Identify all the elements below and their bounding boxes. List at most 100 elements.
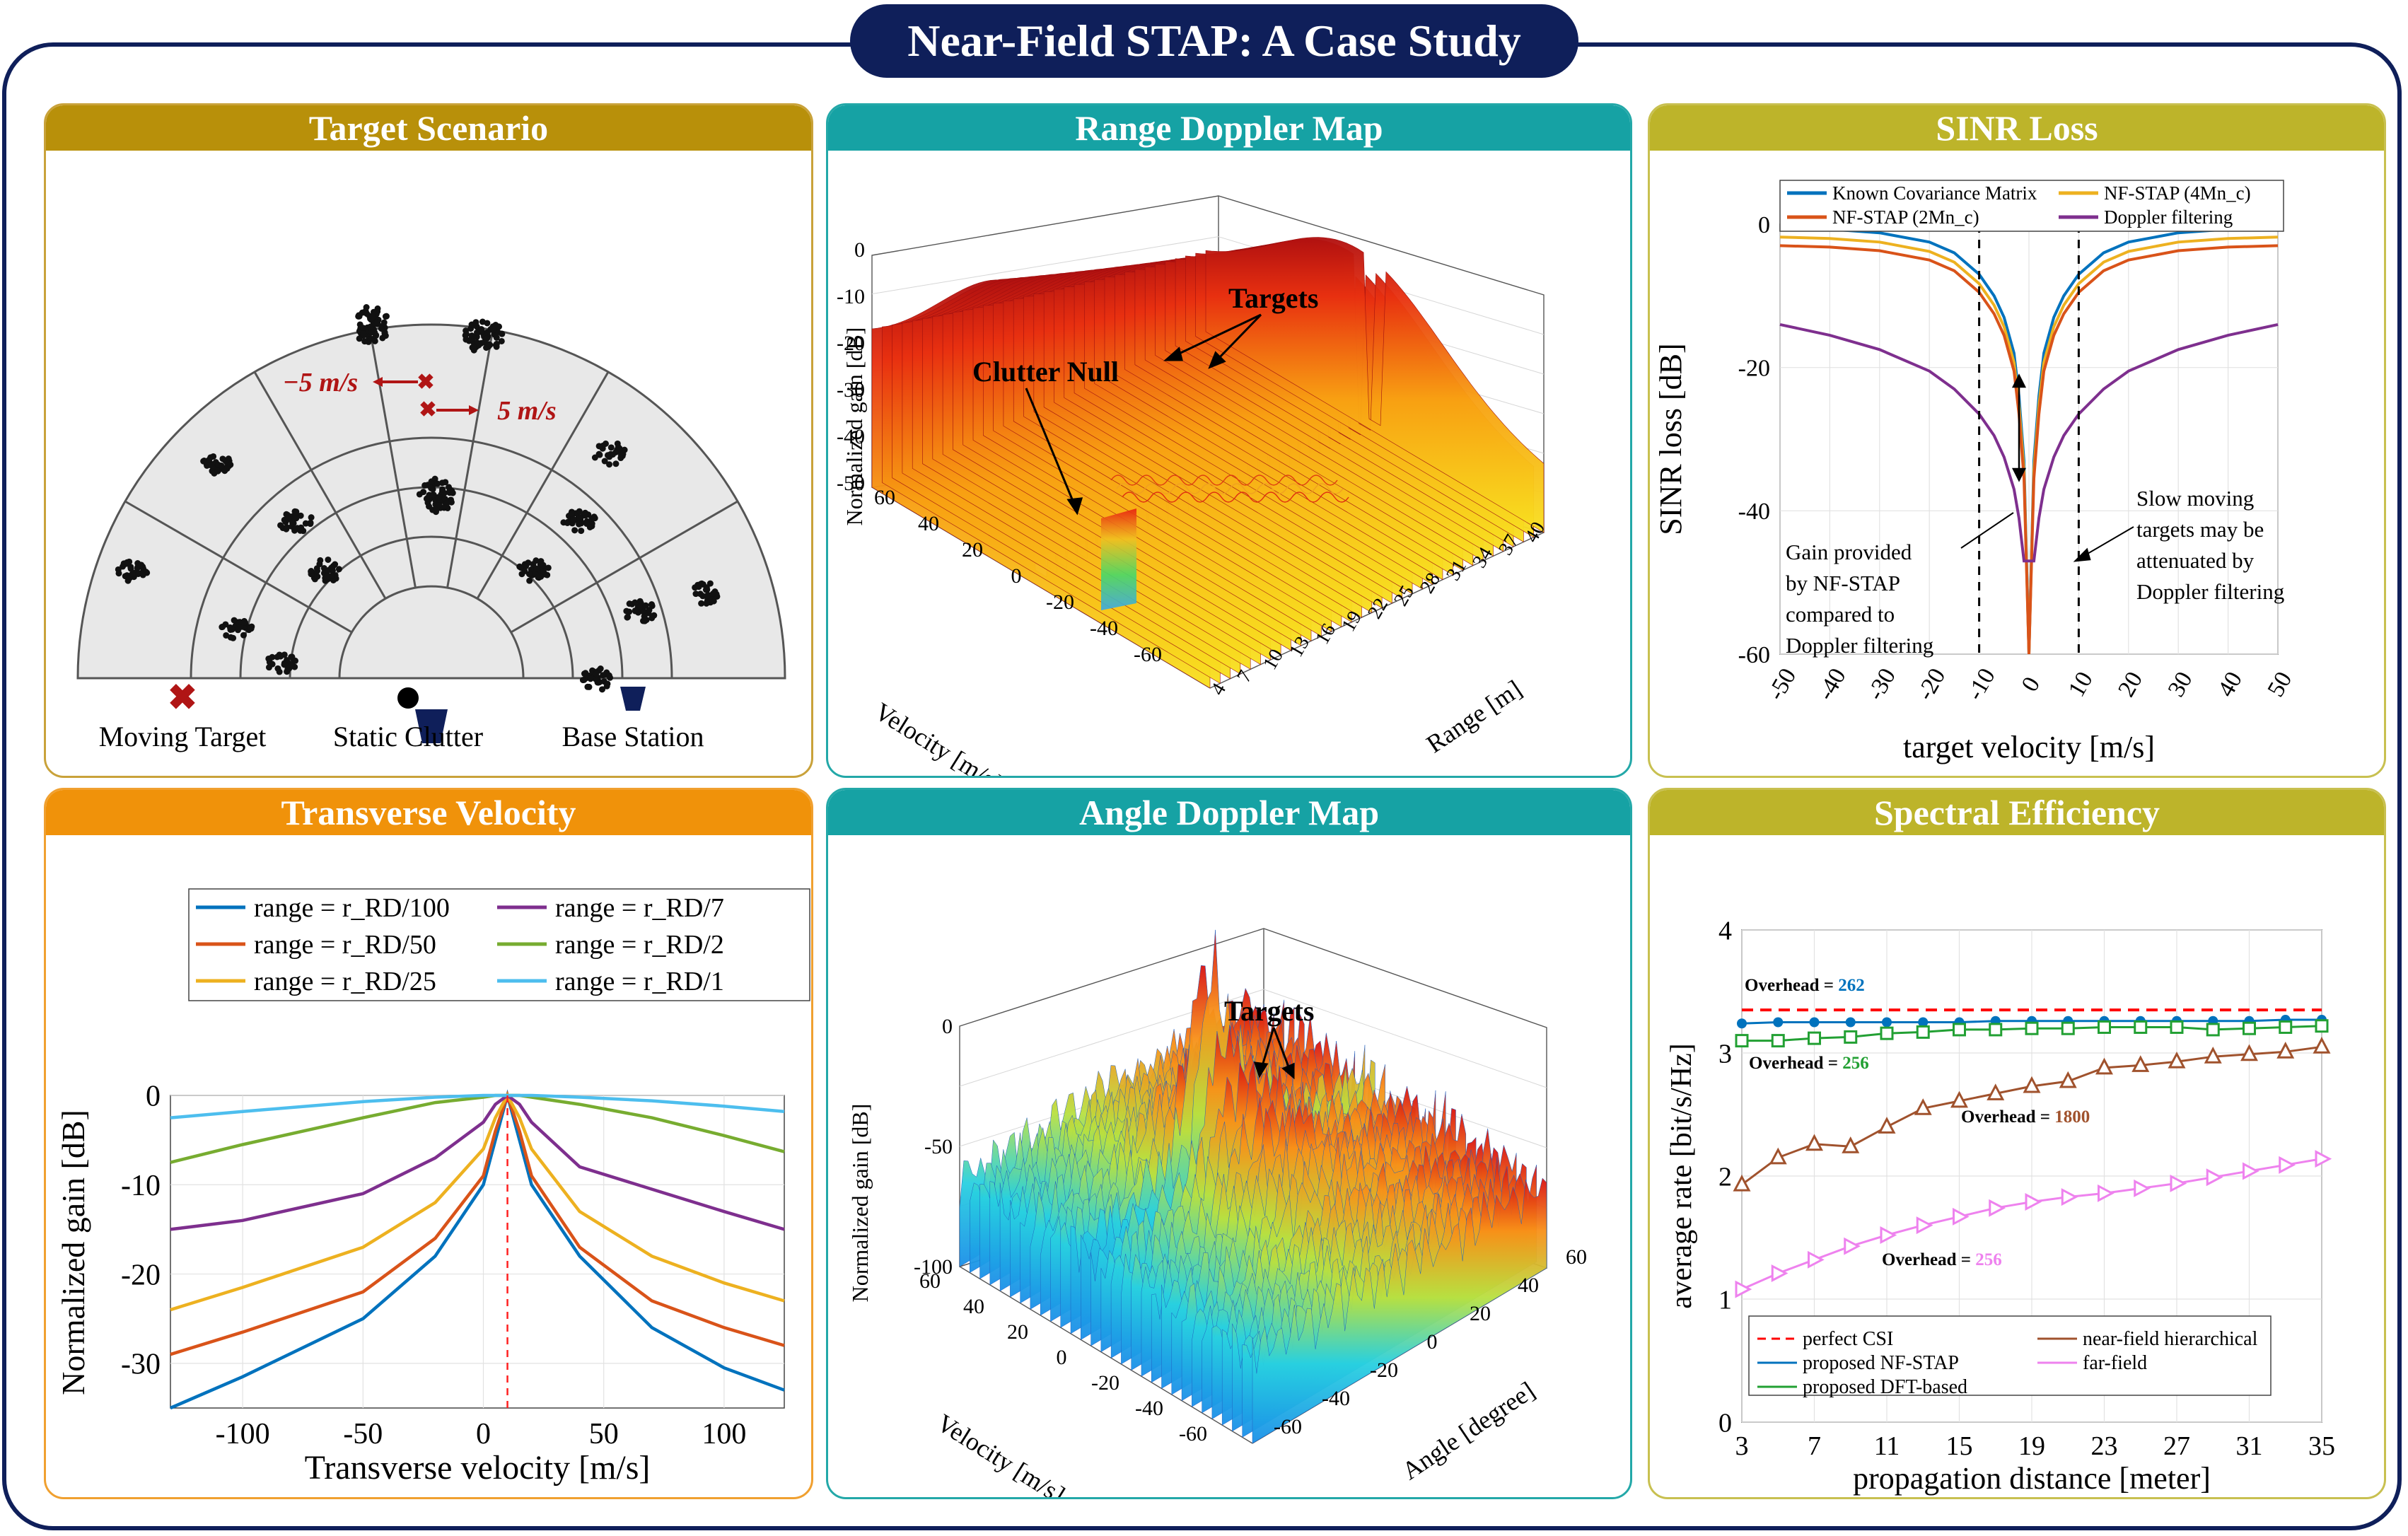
x-tick: 35: [2308, 1431, 2335, 1461]
marker: [1953, 1207, 1970, 1226]
main-title: Near-Field STAP: A Case Study: [850, 4, 1578, 78]
annot-gain-line2: by NF-STAP: [1786, 571, 1900, 595]
z-tick: -10: [837, 285, 865, 308]
velocity-tick: 0: [1057, 1346, 1067, 1369]
moving-target-left: ✖: [373, 371, 435, 394]
panel-target-scenario: Target Scenario ✖ ✖ −5 m/s 5 m/s ✖ Movin…: [44, 103, 813, 778]
marker: [2315, 1019, 2329, 1033]
z-tick: -50: [837, 472, 865, 495]
floor-contour: [1110, 475, 1349, 503]
velocity-tick: 60: [919, 1269, 941, 1293]
floor-contour-line: [1122, 491, 1349, 503]
marker: [1845, 1017, 1856, 1028]
legend: Known Covariance Matrix NF-STAP (2Mn_c) …: [1779, 180, 2284, 232]
marker: [2315, 1150, 2332, 1168]
series-range-r-rd-7: [170, 1093, 785, 1231]
sinr-loss-chart: -50 -40 -30 -20 -10 0 10 20 30 40 50 0 -20 -40 -60 tar…: [1653, 180, 2298, 764]
angle-tick: 0: [1427, 1330, 1438, 1354]
marker: [1737, 1018, 1747, 1029]
marker: [2170, 1020, 2184, 1034]
clutter-cluster: [416, 475, 456, 516]
velocity-tick-labels: 60 40 20 0 -20 -40 -60: [874, 486, 1162, 666]
angle-tick: -40: [1322, 1387, 1350, 1410]
legend-doppler: Doppler filtering: [2104, 206, 2233, 228]
marker: [1953, 1023, 1966, 1037]
series-range-r-rd-2: [170, 1093, 785, 1164]
surface-angle-doppler: [959, 929, 1547, 1444]
moving-target-right: ✖: [419, 398, 479, 421]
marker: [2204, 1046, 2222, 1064]
velocity-tick: -40: [1090, 617, 1118, 640]
tick-labels: -100 -50 0 50 100 0 -10 -20 -30: [121, 1081, 746, 1450]
marker: [1880, 1026, 1894, 1040]
marker: [1950, 1090, 1968, 1108]
x-tick: 15: [1946, 1431, 1973, 1461]
velocity-tick: 40: [918, 512, 939, 535]
overhead-prefix: Overhead =: [1749, 1054, 1842, 1073]
clutter-cluster: [516, 557, 552, 584]
x-tick: -10: [1962, 664, 2001, 705]
svg-text:✖: ✖: [419, 398, 436, 421]
overhead-hier: 1800: [2054, 1107, 2090, 1127]
y-axis-label: Normalized gain [dB]: [55, 1110, 91, 1395]
clutter-cluster: [277, 508, 315, 535]
overhead-prefix: Overhead =: [1745, 976, 1838, 995]
annot-gain-line1: Gain provided: [1786, 540, 1912, 564]
legend-base-station: Base Station: [562, 721, 704, 752]
static-clutter-icon: [397, 687, 419, 709]
legend-label: proposed DFT-based: [1803, 1376, 1967, 1398]
floor-contour-line: [1116, 483, 1344, 494]
marker: [1844, 1237, 1861, 1255]
plot-area: [170, 1095, 785, 1409]
velocity-tick-labels: 60 40 20 0 -20 -40 -60: [919, 1269, 1207, 1445]
z-tick: 0: [854, 238, 865, 262]
y-tick: 4: [1718, 916, 1732, 946]
series-range-r-rd-50: [170, 1090, 785, 1356]
marker: [2095, 1057, 2113, 1075]
clutter-cluster: [200, 453, 234, 477]
series-line: [170, 1090, 785, 1356]
tick-labels: -50 -40 -30 -20 -10 0 10 20 30 40 50 0 -20 -40 -60: [1738, 212, 2298, 705]
range-ring: [190, 436, 673, 679]
series-line: [170, 1089, 785, 1410]
y-tick: -40: [1738, 499, 1770, 525]
clutter-cluster: [308, 556, 342, 584]
x-tick: -100: [216, 1418, 270, 1450]
marker: [1771, 1034, 1785, 1048]
angle-tick-labels: -60 -40 -20 0 20 40 60: [1274, 1245, 1587, 1438]
range-tick: 7: [1233, 667, 1257, 687]
legend: perfect CSI near-field hierarchical propos…: [1748, 1315, 2272, 1398]
x-tick: 23: [2091, 1431, 2118, 1461]
base-station-legend-icon: [620, 687, 646, 711]
panel-transverse-velocity: Transverse Velocity -100 -50 0 50 100 0 -10 -20…: [44, 788, 813, 1499]
overhead-prefix: Overhead =: [1961, 1107, 2054, 1127]
panel-title: Angle Doppler Map: [828, 790, 1630, 835]
y-tick: 0: [1718, 1408, 1732, 1438]
series-far-field: [1735, 1150, 2332, 1298]
legend-label: range = r_RD/25: [254, 967, 436, 996]
velocity-tick: 0: [1011, 564, 1022, 588]
annotation-arrows: [1253, 1027, 1295, 1080]
y-tick: -20: [121, 1259, 161, 1291]
annot-gain-line3: compared to: [1786, 602, 1895, 627]
marker: [2313, 1037, 2331, 1054]
series-range-r-rd-100: [170, 1089, 785, 1410]
clutter-cluster: [462, 318, 506, 354]
annot-slow-line4: Doppler filtering: [2136, 579, 2284, 604]
x-tick: 0: [476, 1418, 491, 1450]
y-tick: 0: [1758, 212, 1770, 238]
panel-sinr-loss: SINR Loss -50 -40 -30 -20 -10 0 10 20 30 40 50 0 -20…: [1648, 103, 2386, 778]
clutter-cluster: [623, 598, 658, 624]
z-tick: -30: [837, 378, 865, 402]
legend-label: range = r_RD/50: [254, 930, 436, 960]
y-tick: -30: [121, 1349, 161, 1381]
overhead-far: 256: [1975, 1250, 2002, 1269]
panel-angle-doppler: Angle Doppler Map 0 -50 -100 60 40 20 0 -20 -40…: [826, 788, 1632, 1499]
range-ring: [289, 535, 574, 679]
legend-label: far-field: [2083, 1352, 2147, 1374]
x-tick: 31: [2236, 1431, 2263, 1461]
series-lines: [1779, 224, 2279, 655]
